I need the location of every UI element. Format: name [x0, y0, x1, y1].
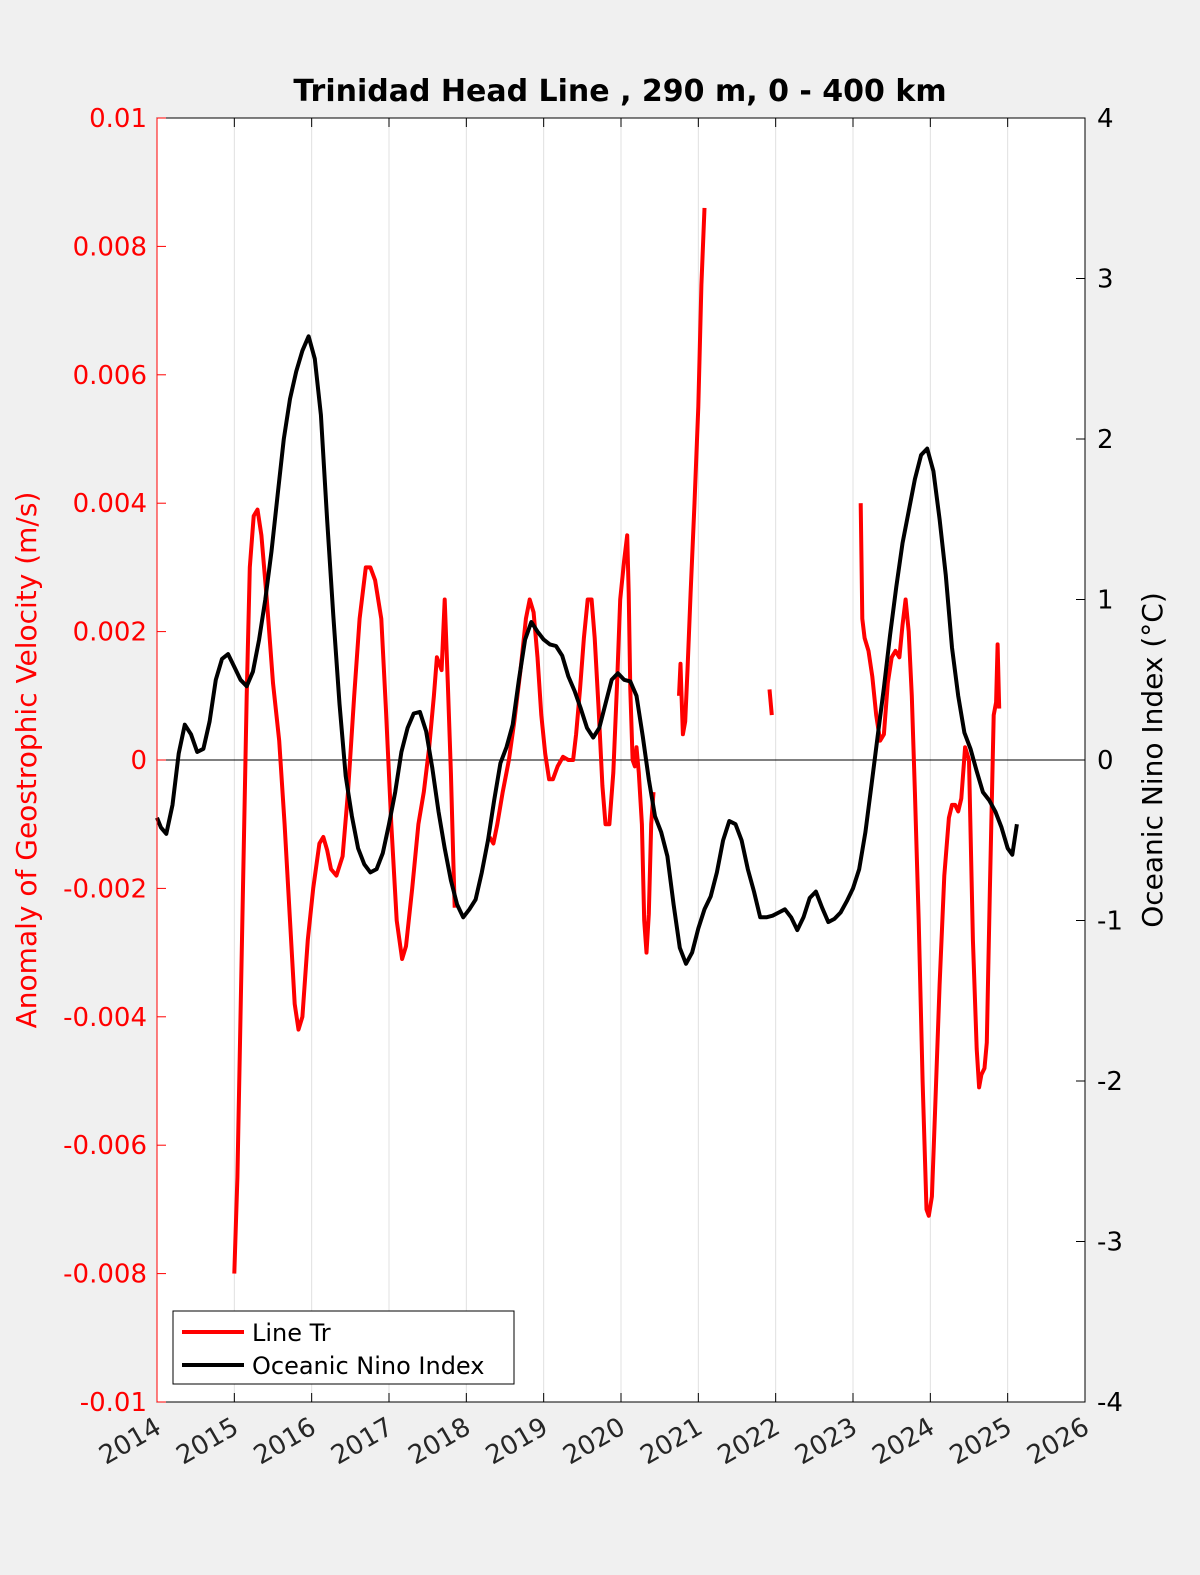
legend-label-oni: Oceanic Nino Index — [252, 1352, 484, 1380]
y-left-tick-label: -0.01 — [80, 1388, 147, 1418]
y-right-tick-label: 3 — [1097, 265, 1114, 295]
y-right-tick-label: -2 — [1097, 1067, 1123, 1097]
y-right-axis: 4 3 2 1 0 -1 -2 -3 -4 — [1076, 104, 1123, 1418]
y-left-tick-label: 0.006 — [73, 361, 147, 391]
series-line-tr-segment — [858, 503, 1002, 1218]
y-right-tick-label: 1 — [1097, 586, 1114, 616]
y-left-tick-label: 0.002 — [73, 618, 147, 648]
y-right-tick-label: -1 — [1097, 907, 1123, 937]
legend: Line Tr Oceanic Nino Index — [172, 1310, 515, 1385]
y-left-tick-label: 0.008 — [73, 232, 147, 262]
series-line-tr-segment — [487, 533, 656, 955]
y-right-axis-label: Oceanic Nino Index (°C) — [1136, 592, 1169, 928]
y-right-tick-label: 0 — [1097, 746, 1114, 776]
y-right-tick-label: -3 — [1097, 1228, 1123, 1258]
y-left-tick-label: 0.01 — [89, 104, 147, 134]
y-left-tick-label: -0.006 — [63, 1131, 147, 1161]
y-left-tick-label: -0.002 — [63, 874, 147, 904]
y-right-tick-label: 4 — [1097, 104, 1114, 134]
y-right-tick-label: -4 — [1097, 1388, 1123, 1418]
series-layer — [155, 207, 1019, 1274]
series-line-tr-segment — [767, 689, 774, 716]
series-line-tr-segment — [232, 507, 457, 1274]
chart-title: Trinidad Head Line , 290 m, 0 - 400 km — [293, 74, 946, 109]
y-left-axis: 0.01 0.008 0.006 0.004 0.002 0 -0.002 -0.004 -0.… — [63, 104, 166, 1418]
y-left-axis-label: Anomaly of Geostrophic Velocity (m/s) — [10, 492, 43, 1029]
y-left-tick-label: -0.004 — [63, 1003, 147, 1033]
legend-box — [172, 1310, 515, 1385]
y-left-tick-label: 0 — [130, 746, 147, 776]
legend-label-line-tr: Line Tr — [252, 1319, 331, 1347]
y-left-tick-label: 0.004 — [73, 489, 147, 519]
y-right-tick-label: 2 — [1097, 425, 1114, 455]
y-left-tick-label: -0.008 — [63, 1260, 147, 1290]
series-line-tr-segment — [677, 207, 707, 737]
series-oni-line — [155, 334, 1019, 966]
